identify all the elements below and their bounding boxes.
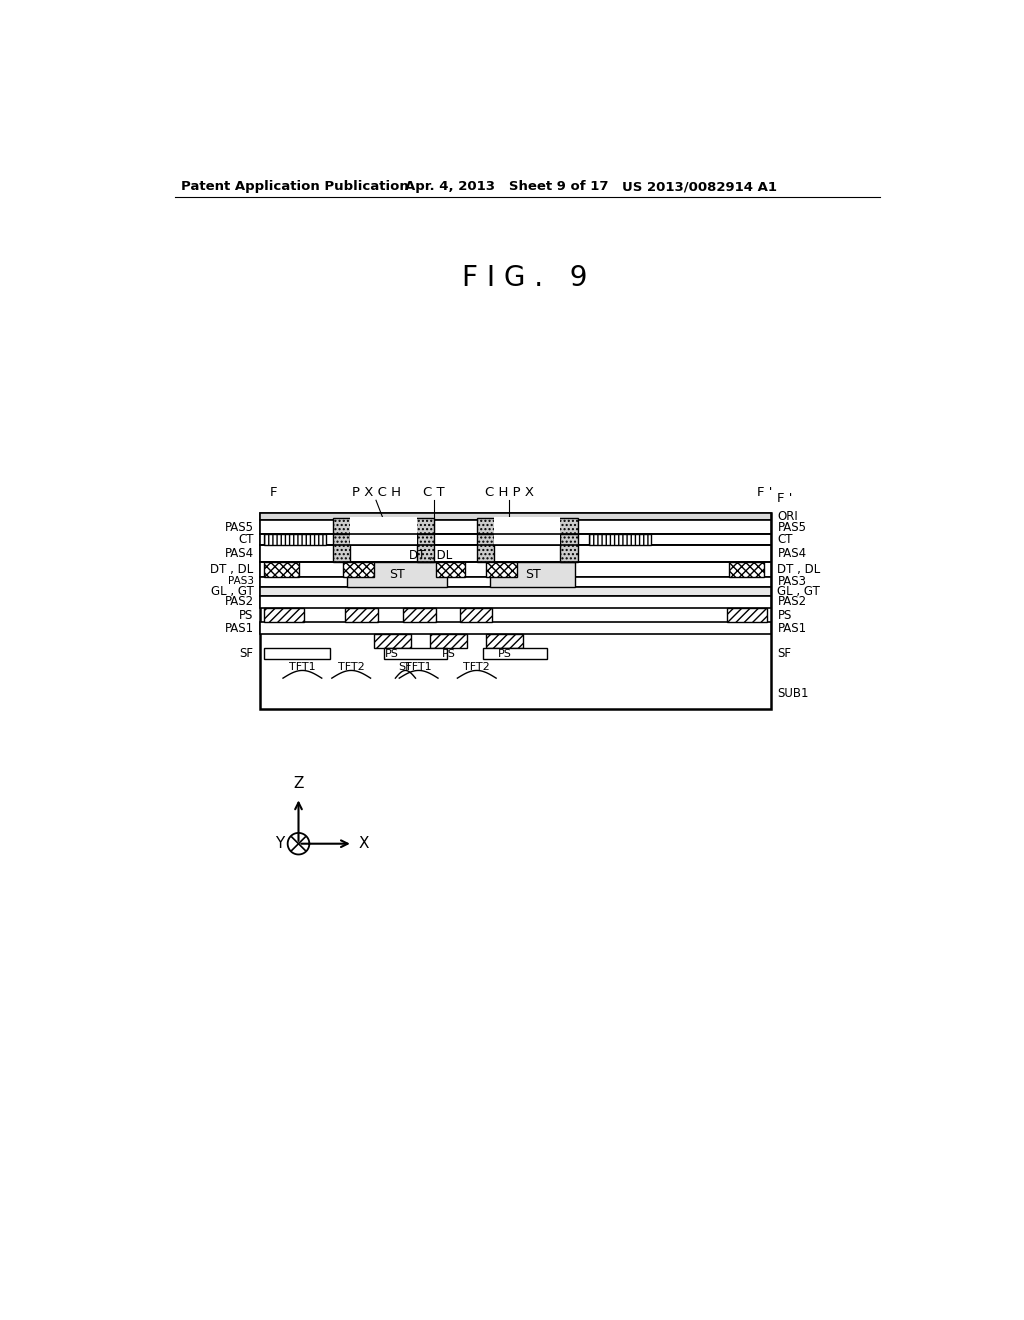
Bar: [350, 517, 417, 545]
Text: ORI: ORI: [777, 510, 798, 523]
Bar: [260, 520, 771, 535]
Bar: [260, 586, 771, 595]
Text: F ': F ': [777, 492, 793, 506]
Text: PAS4: PAS4: [777, 546, 807, 560]
Bar: [334, 517, 434, 535]
Text: PS: PS: [442, 649, 456, 659]
Text: PAS3: PAS3: [227, 576, 254, 586]
Text: US 2013/0082914 A1: US 2013/0082914 A1: [623, 181, 777, 194]
Text: PAS4: PAS4: [224, 546, 254, 560]
Text: Y: Y: [275, 836, 285, 851]
Bar: [384, 648, 447, 659]
Text: TFT1: TFT1: [289, 661, 315, 672]
Bar: [477, 517, 578, 535]
Text: DT , DL: DT , DL: [409, 549, 452, 562]
Bar: [435, 562, 465, 577]
Text: TFT2: TFT2: [338, 661, 365, 672]
Text: SF: SF: [398, 661, 413, 672]
Text: ST: ST: [389, 568, 404, 581]
Text: PS: PS: [498, 649, 512, 659]
Text: TFT2: TFT2: [464, 661, 490, 672]
Bar: [417, 535, 434, 562]
Bar: [346, 562, 447, 586]
Text: CT: CT: [777, 533, 793, 546]
Text: PS: PS: [385, 649, 399, 659]
Bar: [560, 535, 578, 562]
Bar: [403, 609, 435, 622]
Bar: [260, 512, 771, 709]
Bar: [260, 595, 771, 609]
Text: PAS1: PAS1: [777, 622, 807, 635]
Text: CT: CT: [238, 533, 254, 546]
Text: PAS5: PAS5: [224, 520, 254, 533]
Bar: [494, 517, 560, 545]
Bar: [343, 562, 374, 577]
Bar: [260, 562, 771, 577]
Text: PAS3: PAS3: [777, 576, 807, 589]
Bar: [260, 545, 771, 562]
Bar: [334, 535, 350, 562]
Text: DT , DL: DT , DL: [210, 564, 254, 576]
Text: X: X: [359, 836, 370, 851]
Text: Apr. 4, 2013   Sheet 9 of 17: Apr. 4, 2013 Sheet 9 of 17: [406, 181, 609, 194]
Text: SF: SF: [240, 647, 254, 660]
Bar: [430, 635, 467, 648]
Bar: [263, 562, 299, 577]
Text: P X C H: P X C H: [351, 486, 400, 499]
Text: F ': F ': [758, 486, 773, 499]
Text: PAS1: PAS1: [224, 622, 254, 635]
Text: ST: ST: [524, 568, 541, 581]
Bar: [263, 609, 304, 622]
Bar: [486, 635, 523, 648]
Text: PAS2: PAS2: [777, 595, 807, 609]
Text: SUB1: SUB1: [777, 686, 809, 700]
Bar: [260, 512, 771, 520]
Text: SF: SF: [777, 647, 792, 660]
Text: C T: C T: [423, 486, 445, 499]
Bar: [263, 648, 330, 659]
Bar: [729, 562, 764, 577]
Text: C H P X: C H P X: [484, 486, 534, 499]
Text: F I G .   9: F I G . 9: [462, 264, 588, 292]
Bar: [460, 609, 493, 622]
Text: GL , GT: GL , GT: [211, 585, 254, 598]
Bar: [260, 535, 771, 545]
Text: PAS2: PAS2: [224, 595, 254, 609]
Text: Z: Z: [293, 776, 304, 792]
Text: DT , DL: DT , DL: [777, 564, 820, 576]
Bar: [477, 535, 494, 562]
Bar: [345, 609, 378, 622]
Bar: [589, 535, 651, 545]
Bar: [374, 635, 411, 648]
Bar: [260, 577, 771, 586]
Text: PAS5: PAS5: [777, 520, 807, 533]
Bar: [727, 609, 767, 622]
Text: F: F: [270, 486, 278, 499]
Bar: [483, 648, 547, 659]
Bar: [486, 562, 517, 577]
Bar: [260, 622, 771, 635]
Bar: [263, 535, 326, 545]
Text: Patent Application Publication: Patent Application Publication: [180, 181, 409, 194]
Text: PS: PS: [777, 609, 792, 622]
Text: TFT1: TFT1: [406, 661, 432, 672]
Text: PS: PS: [240, 609, 254, 622]
Text: GL , GT: GL , GT: [777, 585, 820, 598]
Bar: [489, 562, 575, 586]
